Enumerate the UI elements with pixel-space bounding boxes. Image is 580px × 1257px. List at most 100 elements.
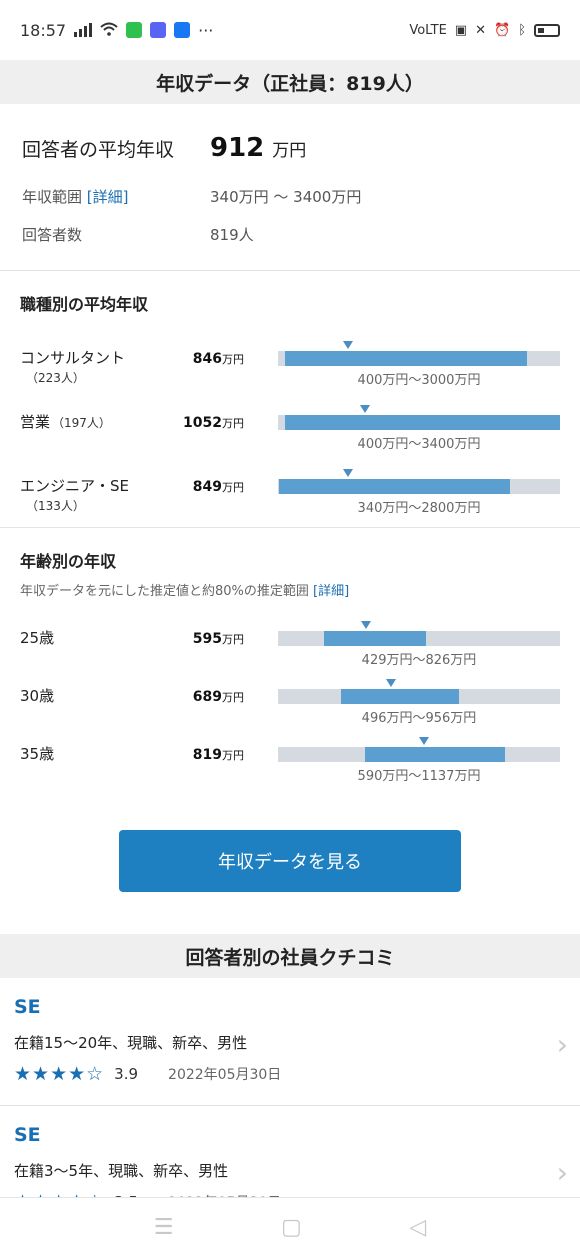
view-salary-data-button[interactable]: 年収データを見る: [119, 830, 461, 892]
salary-marker: [385, 679, 396, 687]
home-icon[interactable]: ▢: [281, 1215, 302, 1240]
age-section: 年齢別の年収 年収データを元にした推定値と約80%の推定範囲 [詳細] 25歳 …: [0, 528, 580, 800]
job-type-section: 職種別の平均年収 コンサルタント （223人） 846万円 400万円〜3000…: [0, 271, 580, 528]
job-salary-unit: 万円: [222, 417, 244, 430]
age-name: 30歳: [20, 687, 55, 705]
job-salary-unit: 万円: [222, 353, 244, 366]
mute-icon: ✕: [475, 22, 486, 38]
clock: 18:57: [20, 20, 67, 40]
salary-range-row: 年収範囲 [詳細] 340万円 〜 3400万円: [22, 176, 558, 216]
job-name-group: 営業 （197人）: [20, 411, 111, 432]
job-name: 営業: [20, 413, 51, 431]
salary-range-detail-link[interactable]: [詳細]: [86, 187, 129, 206]
respondent-count-row: 回答者数 819人: [22, 216, 558, 252]
salary-marker: [418, 737, 429, 745]
job-salary-range: 400万円〜3400万円: [357, 437, 481, 452]
job-salary-number: 849: [192, 479, 222, 495]
job-salary-value: 849万円: [193, 479, 244, 495]
review-role: SE: [14, 996, 41, 1018]
status-left: 18:57 ···: [20, 21, 213, 40]
salary-bar-fill: [284, 351, 527, 366]
star-rating-icon: ★★★★☆: [14, 1063, 105, 1085]
salary-bar-fill: [284, 415, 560, 430]
average-salary-value: 912: [210, 133, 265, 163]
salary-bar-track: [278, 737, 560, 762]
review-meta: 在籍3〜5年、現職、新卒、男性: [14, 1162, 229, 1180]
age-salary-number: 819: [192, 747, 222, 763]
age-name: 35歳: [20, 745, 55, 763]
salary-bar-track: [278, 469, 560, 494]
discord-app-icon: [150, 22, 167, 38]
salary-bar-track: [278, 405, 560, 430]
review-item[interactable]: SE 在籍15〜20年、現職、新卒、男性 ★★★★☆ 3.9 2022年05月3…: [0, 978, 580, 1106]
age-salary-unit: 万円: [222, 749, 244, 762]
job-row: コンサルタント （223人） 846万円 400万円〜3000万円: [20, 341, 560, 411]
age-salary-value: 689万円: [193, 689, 244, 705]
age-salary-unit: 万円: [222, 633, 244, 646]
salary-marker: [343, 469, 354, 477]
age-salary-unit: 万円: [222, 691, 244, 704]
wifi-icon: [100, 21, 118, 40]
volte-icon: VoLTE: [409, 22, 447, 38]
job-count: （197人）: [52, 416, 111, 430]
signal-icon: [74, 23, 93, 37]
menu-icon[interactable]: ☰: [153, 1215, 174, 1240]
age-row: 30歳 689万円 496万円〜956万円: [20, 679, 560, 743]
job-row: 営業 （197人） 1052万円 400万円〜3400万円: [20, 405, 560, 475]
job-salary-number: 1052: [183, 415, 222, 431]
age-subtitle: 年収データを元にした推定値と約80%の推定範囲: [20, 584, 309, 599]
line-app-icon: [126, 22, 143, 38]
chevron-right-icon[interactable]: ›: [556, 1028, 568, 1061]
job-salary-range: 400万円〜3000万円: [357, 373, 481, 388]
salary-data-header: 年収データ（正社員：819人）: [0, 60, 580, 104]
review-meta: 在籍15〜20年、現職、新卒、男性: [14, 1034, 248, 1052]
salary-marker: [360, 405, 371, 413]
job-name: エンジニア・SE: [20, 477, 129, 495]
salary-range-label-group: 年収範囲 [詳細]: [22, 186, 210, 207]
status-right: VoLTE ▣ ✕ ⏰ ᛒ: [409, 23, 560, 38]
salary-bar-fill: [341, 689, 459, 704]
salary-range-value: 340万円 〜 3400万円: [210, 187, 362, 206]
job-salary-range: 340万円〜2800万円: [357, 501, 481, 516]
battery-icon: [534, 23, 560, 37]
cta-wrap: 年収データを見る: [0, 800, 580, 934]
salary-bar-fill: [365, 747, 506, 762]
salary-bar-track: [278, 341, 560, 366]
salary-range-label: 年収範囲: [22, 187, 83, 206]
job-type-title: 職種別の平均年収: [20, 295, 149, 314]
respondent-count-label: 回答者数: [22, 225, 83, 244]
bluetooth-icon: ᛒ: [518, 22, 526, 38]
status-bar: 18:57 ··· VoLTE ▣ ✕ ⏰ ᛒ: [0, 0, 580, 60]
age-detail-link[interactable]: [詳細]: [313, 584, 350, 599]
age-salary-range: 496万円〜956万円: [361, 711, 477, 726]
average-salary-label: 回答者の平均年収: [22, 138, 175, 161]
age-salary-range: 429万円〜826万円: [361, 653, 477, 668]
age-subtitle-group: 年収データを元にした推定値と約80%の推定範囲 [詳細]: [20, 580, 560, 599]
salary-marker: [343, 341, 354, 349]
average-salary-unit: 万円: [272, 140, 307, 161]
salary-bar-track: [278, 679, 560, 704]
job-name: コンサルタント: [20, 349, 126, 367]
age-row: 35歳 819万円 590万円〜1137万円: [20, 737, 560, 801]
review-score: 3.9: [114, 1065, 139, 1083]
respondent-count-value: 819人: [210, 225, 254, 244]
age-salary-value: 595万円: [193, 631, 244, 647]
job-count: （223人）: [26, 371, 85, 385]
job-salary-number: 846: [192, 351, 222, 367]
back-icon[interactable]: ◁: [409, 1215, 427, 1240]
more-notifications-icon: ···: [198, 20, 214, 40]
job-count: （133人）: [26, 499, 85, 513]
facebook-app-icon: [174, 22, 191, 38]
salary-bar-track: [278, 621, 560, 646]
job-salary-unit: 万円: [222, 481, 244, 494]
age-title: 年齢別の年収: [20, 552, 117, 571]
age-row: 25歳 595万円 429万円〜826万円: [20, 621, 560, 685]
age-name: 25歳: [20, 629, 55, 647]
reviews-header: 回答者別の社員クチコミ: [0, 934, 580, 978]
job-row: エンジニア・SE （133人） 849万円 340万円〜2800万円: [20, 469, 560, 539]
review-date: 2022年05月30日: [168, 1067, 282, 1083]
job-salary-value: 1052万円: [183, 415, 244, 431]
salary-bar-fill: [278, 479, 511, 494]
chevron-right-icon[interactable]: ›: [556, 1156, 568, 1189]
salary-summary: 回答者の平均年収 912 万円 年収範囲 [詳細] 340万円 〜 3400万円…: [0, 104, 580, 271]
